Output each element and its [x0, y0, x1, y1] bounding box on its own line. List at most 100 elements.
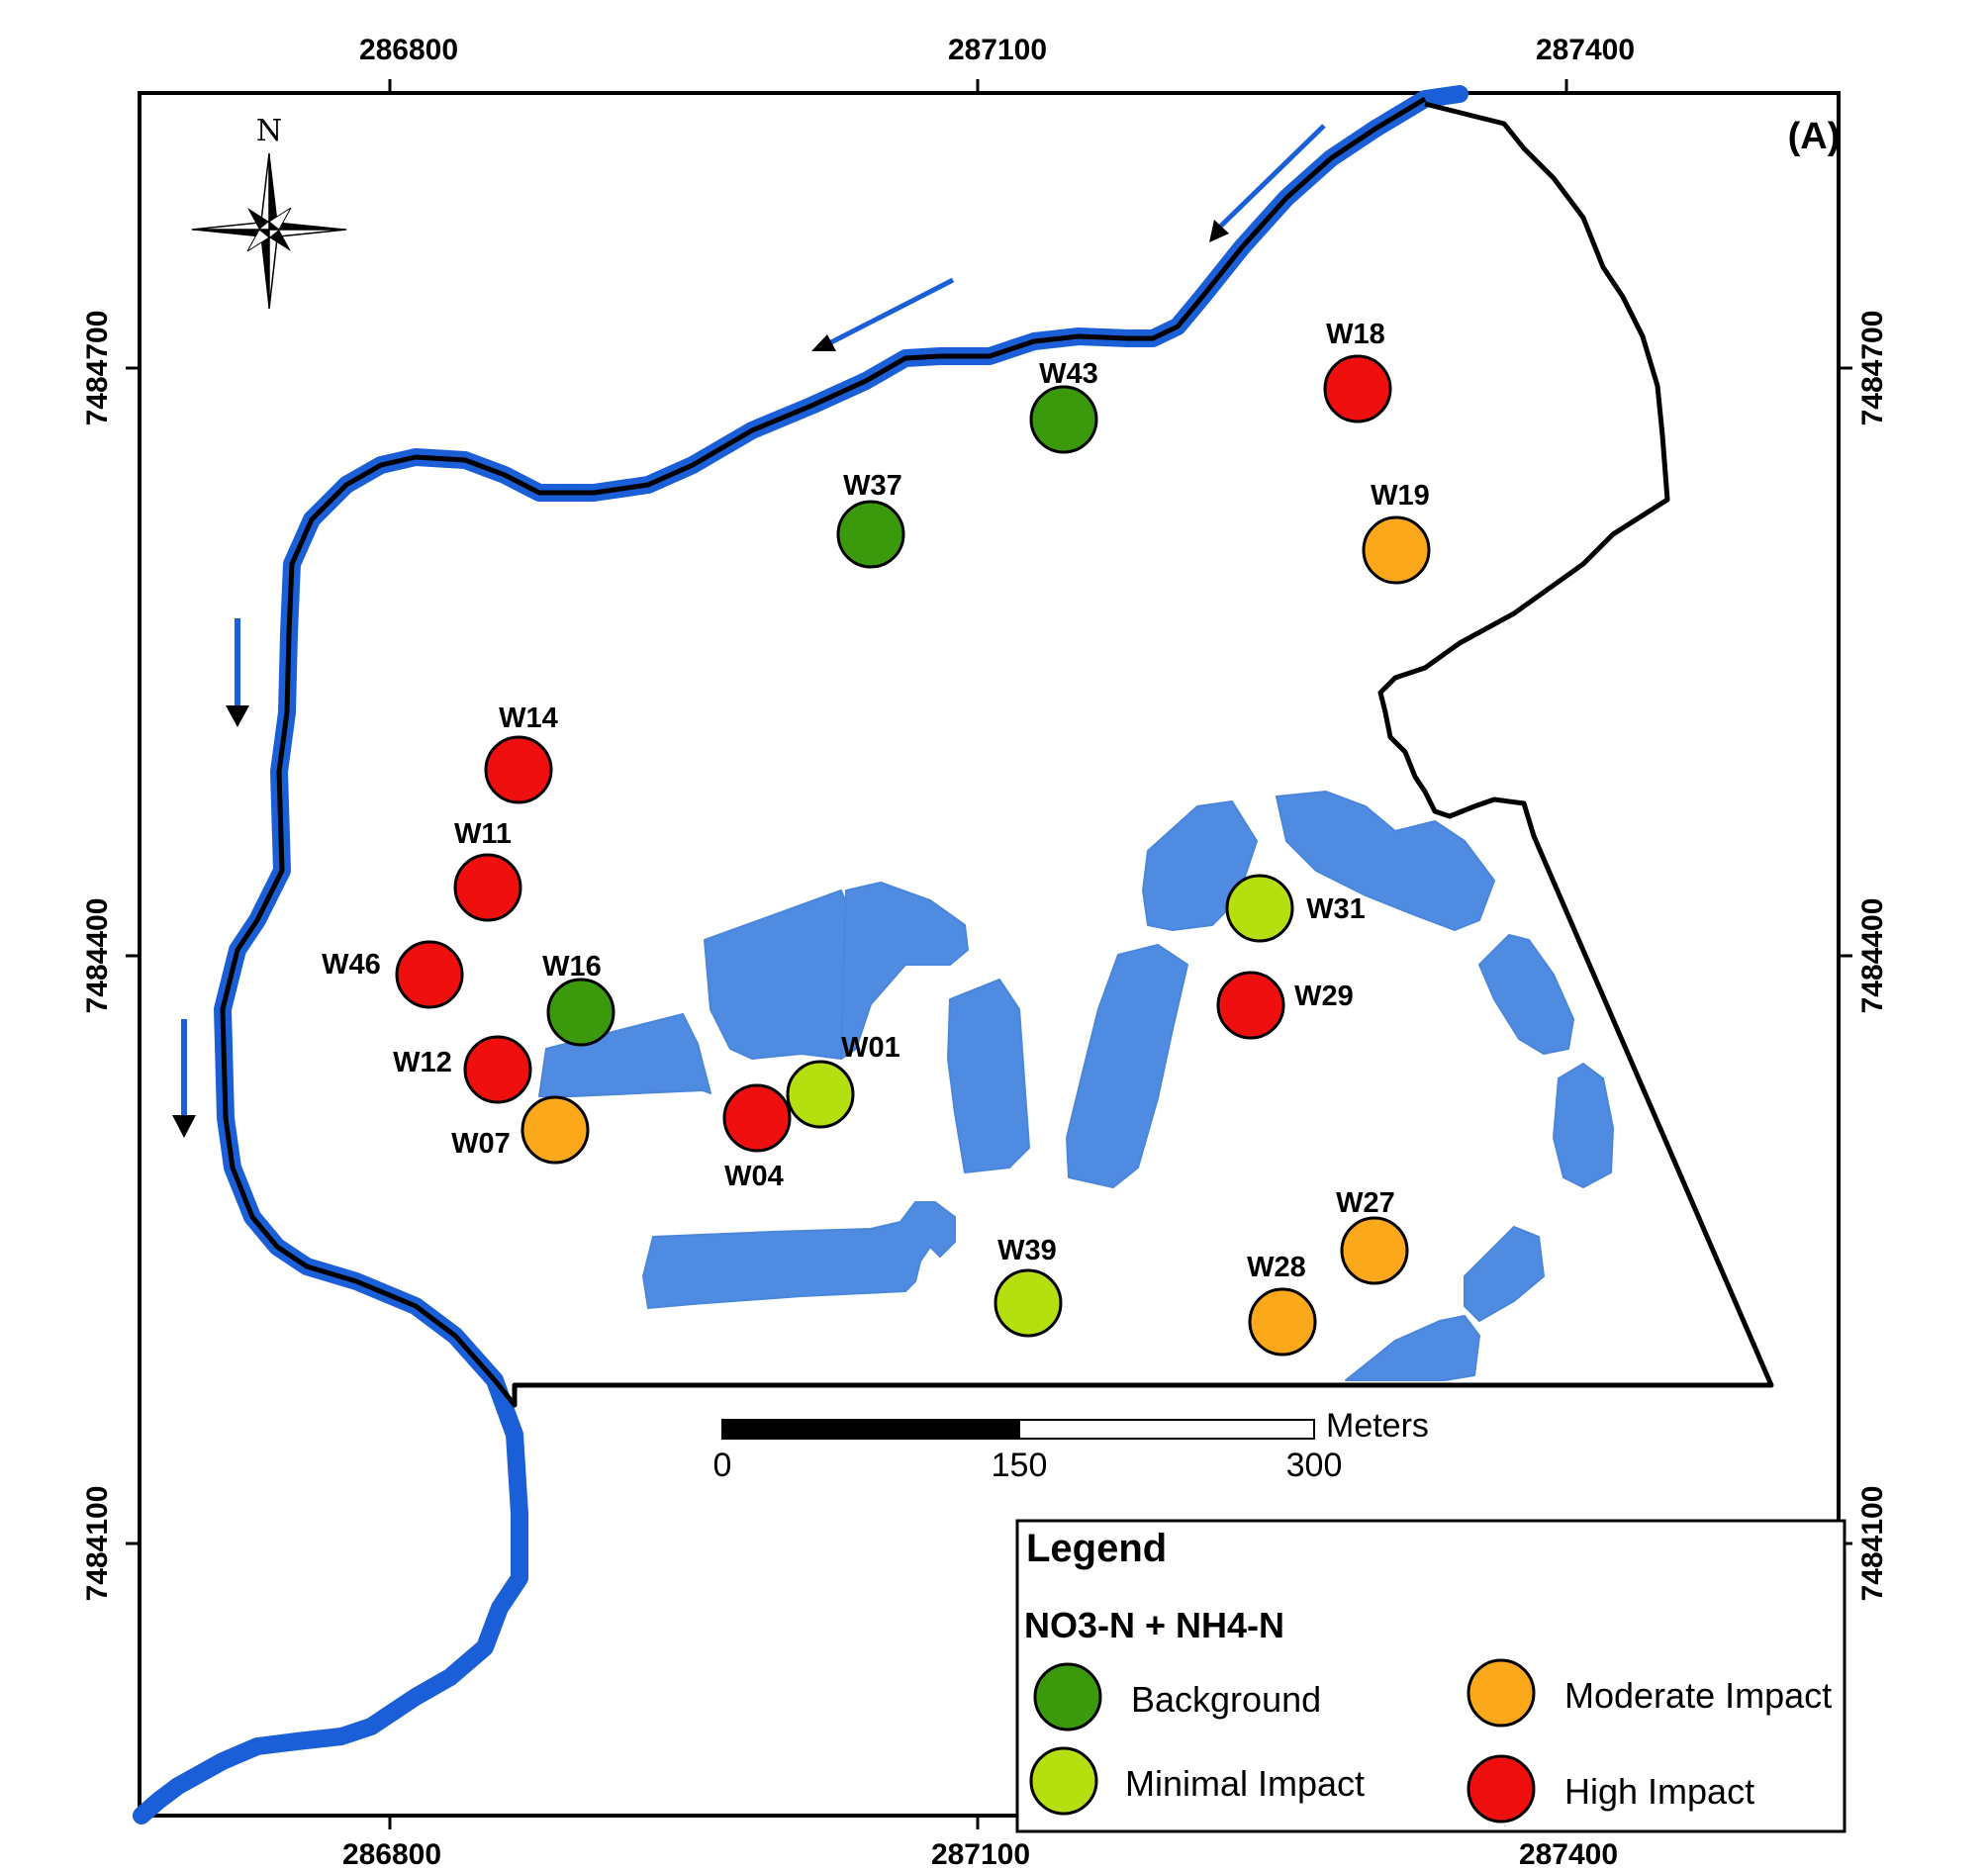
flow-arrow-1: [1209, 124, 1326, 242]
legend-swatch-minimal: [1029, 1746, 1098, 1816]
pond-12: [642, 1201, 956, 1309]
well-label: W01: [841, 1032, 900, 1064]
well-circle: [395, 940, 464, 1009]
legend-label-minimal: Minimal Impact: [1125, 1763, 1365, 1804]
well-label: W39: [997, 1235, 1057, 1266]
y-tick-left-3: 7484100: [81, 1486, 114, 1602]
legend-box: [1015, 1519, 1846, 1833]
well-circle: [546, 978, 615, 1047]
well-circle: [1216, 971, 1285, 1040]
well-marker-w37: W37: [836, 470, 905, 569]
legend-label-background: Background: [1131, 1679, 1321, 1720]
well-label: W11: [454, 818, 512, 850]
legend-label-high: High Impact: [1564, 1771, 1754, 1812]
scale-bar: Meters 0 150 300: [713, 1407, 1429, 1484]
well-circle: [1029, 385, 1098, 454]
x-axis-bottom-labels: 286800 287100 287400: [342, 1838, 1618, 1871]
flow-arrow-2: [811, 277, 955, 351]
study-area-boundary: [220, 96, 1774, 1408]
y-axis-left-labels: 7484700 7484400 7484100: [81, 311, 114, 1602]
legend-swatch-moderate: [1467, 1658, 1536, 1728]
y-axis-right-labels: 7484700 7484400 7484100: [1856, 311, 1889, 1602]
legend-subtitle: NO3-N + NH4-N: [1024, 1605, 1284, 1645]
well-circle: [722, 1083, 792, 1153]
flow-arrows: [172, 124, 1326, 1138]
x-tick-bottom-3: 287400: [1519, 1838, 1618, 1871]
well-circle: [1248, 1287, 1317, 1356]
pond-9: [1553, 1063, 1614, 1188]
pond-5: [1066, 944, 1188, 1188]
well-marker-w14: W14: [484, 702, 558, 804]
well-marker-w07: W07: [451, 1095, 590, 1165]
x-tick-top-1: 286800: [359, 34, 458, 66]
ponds: [538, 791, 1614, 1381]
well-circle: [453, 853, 522, 922]
scale-tick-0: 0: [713, 1447, 732, 1484]
pond-4: [947, 979, 1030, 1173]
well-circle: [463, 1035, 532, 1104]
well-label: W29: [1294, 981, 1354, 1012]
well-label: W16: [542, 951, 602, 982]
well-label: W14: [499, 702, 558, 734]
y-tick-right-2: 7484400: [1856, 898, 1889, 1014]
well-circle: [1323, 354, 1392, 423]
pond-11: [1345, 1315, 1480, 1381]
x-axis-top-labels: 286800 287100 287400: [359, 34, 1635, 66]
wells: W18 W43 W37 W19 W14 W11 W46 W16 W12 W07 W04 W01 W31 W…: [322, 319, 1431, 1356]
legend-swatch-background: [1033, 1662, 1102, 1731]
scale-unit: Meters: [1326, 1407, 1429, 1445]
flow-arrow-4: [172, 1019, 196, 1138]
legend-swatch-high: [1467, 1754, 1536, 1824]
legend-title: Legend: [1026, 1527, 1167, 1570]
well-label: W37: [843, 470, 902, 502]
scale-segment-2: [1018, 1419, 1315, 1440]
boundary-line: [220, 96, 1774, 1408]
legend: Legend NO3-N + NH4-N Background Minimal …: [1015, 1519, 1846, 1833]
well-marker-w43: W43: [1029, 358, 1098, 454]
well-label: W07: [451, 1128, 511, 1160]
well-label: W18: [1326, 319, 1385, 350]
pond-3: [840, 882, 969, 1060]
well-marker-w27: W27: [1336, 1187, 1409, 1285]
north-arrow-icon: N: [191, 114, 347, 310]
well-circle: [484, 735, 553, 804]
well-marker-w31: W31: [1225, 874, 1366, 943]
scale-tick-300: 300: [1286, 1447, 1343, 1484]
scale-tick-150: 150: [992, 1447, 1048, 1484]
well-label: W04: [724, 1161, 784, 1192]
well-label: W12: [393, 1047, 452, 1078]
well-circle: [1362, 515, 1431, 585]
well-circle: [1225, 874, 1294, 943]
y-tick-left-1: 7484700: [81, 311, 114, 426]
pond-8: [1478, 934, 1574, 1055]
legend-label-moderate: Moderate Impact: [1564, 1675, 1832, 1716]
panel-label: (A): [1788, 116, 1841, 157]
flow-arrow-3: [226, 618, 249, 727]
well-marker-w29: W29: [1216, 971, 1354, 1040]
well-label: W43: [1039, 358, 1098, 390]
pond-7: [1276, 791, 1495, 931]
well-marker-w28: W28: [1247, 1252, 1317, 1356]
well-marker-w04: W04: [722, 1083, 792, 1192]
well-marker-w46: W46: [322, 940, 464, 1009]
scale-segment-1: [721, 1419, 1020, 1440]
well-circle: [1340, 1216, 1409, 1285]
x-tick-top-3: 287400: [1536, 34, 1635, 66]
well-marker-w16: W16: [542, 951, 615, 1047]
well-marker-w39: W39: [994, 1235, 1063, 1338]
pond-10: [1464, 1226, 1545, 1322]
well-circle: [786, 1060, 855, 1129]
well-marker-w19: W19: [1362, 480, 1431, 585]
well-circle: [836, 500, 905, 569]
well-marker-w01: W01: [786, 1032, 900, 1129]
y-tick-left-2: 7484400: [81, 898, 114, 1014]
y-tick-right-3: 7484100: [1856, 1486, 1889, 1602]
x-tick-bottom-2: 287100: [931, 1838, 1030, 1871]
north-label: N: [256, 114, 282, 148]
y-tick-right-1: 7484700: [1856, 311, 1889, 426]
well-marker-w12: W12: [393, 1035, 532, 1104]
well-circle: [994, 1268, 1063, 1338]
well-label: W46: [322, 949, 381, 981]
well-label: W28: [1247, 1252, 1306, 1283]
